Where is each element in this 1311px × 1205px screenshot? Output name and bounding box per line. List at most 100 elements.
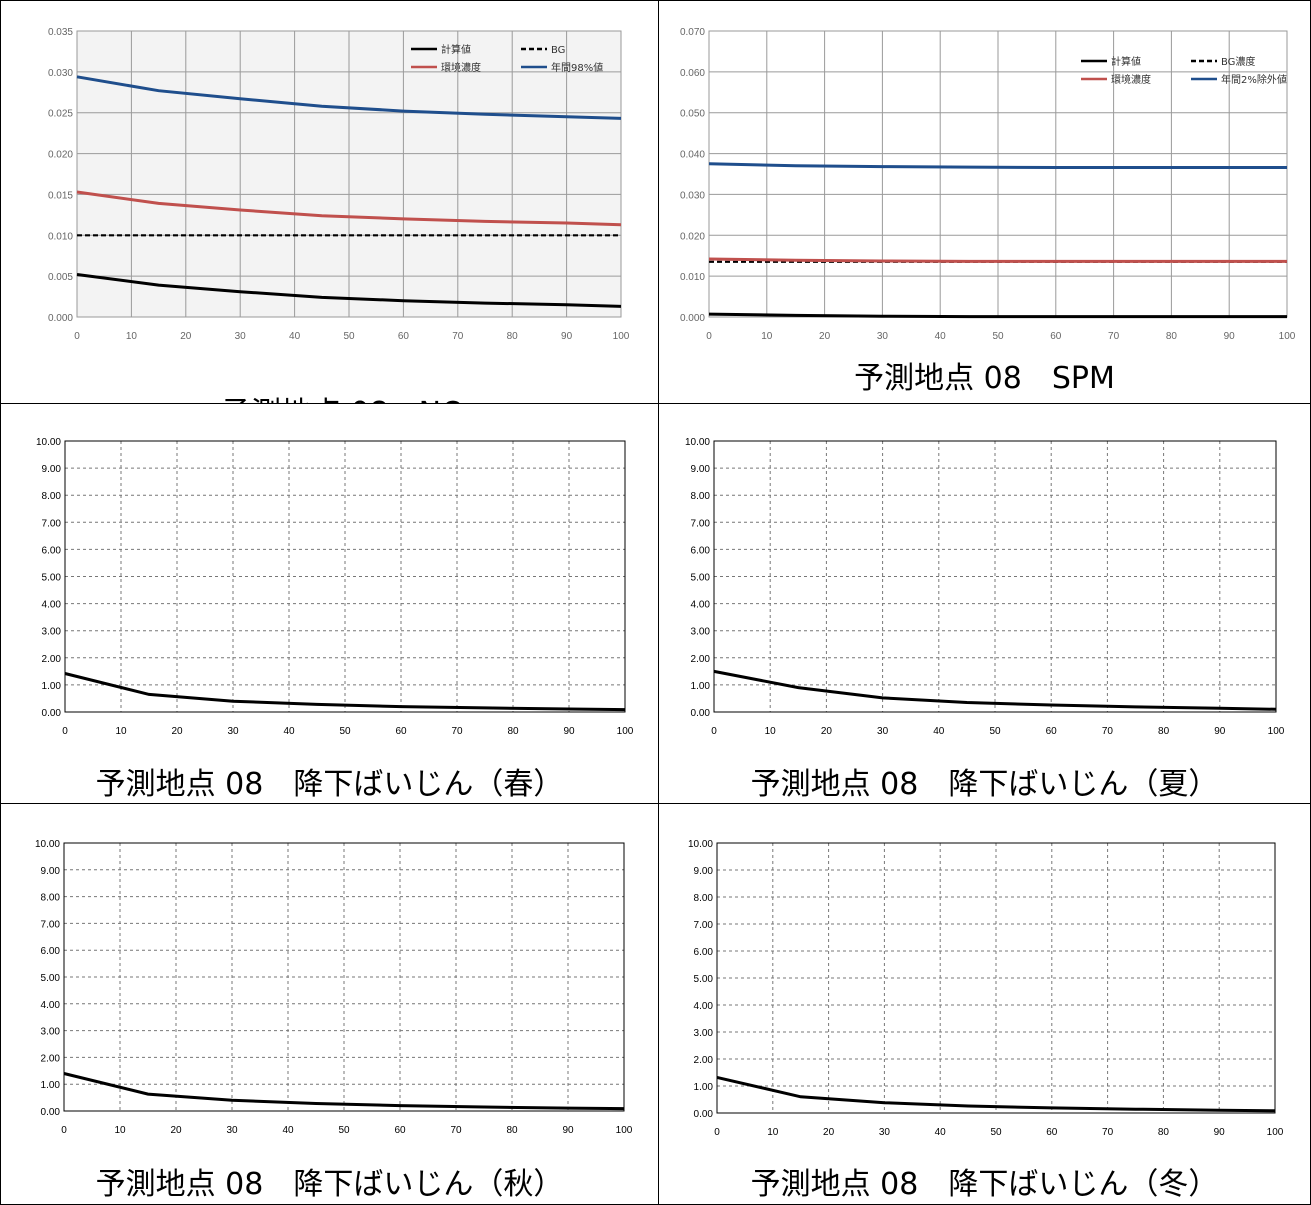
y-tick-label: 5.00 (694, 974, 714, 985)
x-tick-label: 50 (339, 726, 351, 737)
y-tick-label: 0.020 (680, 231, 705, 242)
y-tick-label: 4.00 (694, 1001, 714, 1012)
series-line (708, 312, 1287, 319)
y-tick-label: 0.070 (680, 27, 705, 38)
x-tick-label: 10 (765, 726, 777, 737)
x-tick-label: 40 (935, 331, 947, 342)
y-tick-label: 0.000 (48, 313, 73, 324)
y-tick-label: 7.00 (694, 920, 714, 931)
series-line (63, 1072, 625, 1111)
y-tick-label: 0.030 (48, 68, 73, 79)
x-tick-label: 20 (821, 726, 833, 737)
y-tick-label: 4.00 (42, 600, 62, 611)
legend-label: 環境濃度 (1111, 73, 1151, 86)
series-line (64, 672, 626, 712)
x-tick-label: 30 (227, 726, 239, 737)
x-tick-label: 90 (563, 726, 575, 737)
y-tick-label: 0.015 (48, 190, 73, 201)
x-tick-label: 40 (935, 1127, 947, 1138)
dust-spring-chart: 0.00 1.00 2.00 3.00 4.00 5.00 6.00 7.00 8.00 9.00… (36, 437, 634, 737)
y-tick-label: 0.025 (48, 109, 73, 120)
spm-chart: 0.000 0.010 0.020 0.030 0.040 0.050 0.060 0.070… (680, 27, 1296, 342)
x-tick-label: 30 (879, 1127, 891, 1138)
y-tick-label: 8.00 (42, 491, 62, 502)
y-tick-label: 1.00 (41, 1080, 61, 1091)
y-tick-label: 9.00 (691, 464, 711, 475)
y-tick-label: 0.040 (680, 150, 705, 161)
y-tick-label: 7.00 (41, 919, 61, 930)
x-tick-label: 60 (394, 1125, 406, 1136)
chart-panel-dust-winter: 0.00 1.00 2.00 3.00 4.00 5.00 6.00 7.00 8.00 9.00… (658, 803, 1311, 1205)
x-tick-label: 90 (1214, 1127, 1226, 1138)
series-line (76, 190, 622, 227)
x-tick-label: 80 (507, 331, 519, 342)
y-tick-label: 1.00 (694, 1082, 714, 1093)
y-tick-label: 10.00 (688, 839, 713, 850)
x-tick-label: 10 (761, 331, 773, 342)
y-tick-label: 10.00 (685, 437, 710, 448)
y-tick-label: 4.00 (41, 1000, 61, 1011)
x-tick-label: 50 (992, 331, 1004, 342)
y-tick-label: 3.00 (694, 1028, 714, 1039)
x-tick-label: 80 (1166, 331, 1178, 342)
x-tick-label: 50 (990, 1127, 1002, 1138)
x-tick-label: 20 (823, 1127, 835, 1138)
x-tick-label: 20 (180, 331, 192, 342)
chart-caption: 予測地点 08 NO2 (1, 353, 658, 403)
x-tick-label: 100 (617, 726, 634, 737)
legend-label: 計算値 (441, 43, 471, 56)
x-tick-label: 90 (561, 331, 573, 342)
x-tick-label: 40 (289, 331, 301, 342)
x-tick-label: 0 (74, 331, 80, 342)
chart-panel-dust-autumn: 0.00 1.00 2.00 3.00 4.00 5.00 6.00 7.00 8.00 9.00… (0, 803, 659, 1205)
y-tick-label: 7.00 (691, 518, 711, 529)
x-tick-label: 90 (1214, 726, 1226, 737)
chart-caption: 予測地点 08 SPM (854, 361, 1115, 396)
x-tick-label: 40 (933, 726, 945, 737)
x-tick-label: 80 (1158, 1127, 1170, 1138)
y-tick-label: 3.00 (41, 1027, 61, 1038)
x-tick-label: 50 (989, 726, 1001, 737)
x-tick-label: 20 (171, 726, 183, 737)
x-tick-label: 100 (613, 331, 630, 342)
x-tick-label: 100 (1279, 331, 1296, 342)
y-tick-label: 0.000 (680, 313, 705, 324)
y-tick-label: 4.00 (691, 600, 711, 611)
y-tick-label: 2.00 (691, 654, 711, 665)
x-tick-label: 70 (450, 1125, 462, 1136)
x-tick-label: 0 (61, 1125, 67, 1136)
x-tick-label: 30 (226, 1125, 238, 1136)
x-tick-label: 100 (1267, 1127, 1284, 1138)
x-tick-label: 30 (877, 331, 889, 342)
plot-frame (713, 440, 1277, 713)
chart-panel-dust-spring: 0.00 1.00 2.00 3.00 4.00 5.00 6.00 7.00 8.00 9.00… (0, 403, 659, 804)
y-tick-label: 5.00 (41, 973, 61, 984)
x-tick-label: 50 (343, 331, 355, 342)
y-tick-label: 2.00 (41, 1053, 61, 1064)
series-line (716, 1075, 1276, 1113)
y-tick-label: 8.00 (691, 491, 711, 502)
series-line (76, 75, 622, 120)
y-tick-label: 1.00 (691, 681, 711, 692)
x-tick-label: 60 (1046, 1127, 1058, 1138)
plot-frame (716, 842, 1276, 1114)
x-tick-label: 0 (706, 331, 712, 342)
x-tick-label: 80 (506, 1125, 518, 1136)
y-tick-label: 0.00 (694, 1109, 714, 1120)
x-tick-label: 90 (562, 1125, 574, 1136)
x-tick-label: 0 (62, 726, 68, 737)
x-tick-label: 50 (338, 1125, 350, 1136)
dust-winter-chart: 0.00 1.00 2.00 3.00 4.00 5.00 6.00 7.00 8.00 9.00… (688, 839, 1284, 1138)
y-tick-label: 0.035 (48, 27, 73, 38)
legend-label: 年間98%値 (551, 61, 603, 74)
y-tick-label: 2.00 (694, 1055, 714, 1066)
dust-autumn-chart: 0.00 1.00 2.00 3.00 4.00 5.00 6.00 7.00 8.00 9.00… (35, 839, 633, 1136)
caption-text: 予測地点 08 NO (221, 396, 465, 403)
x-tick-label: 100 (616, 1125, 633, 1136)
y-tick-label: 2.00 (42, 654, 62, 665)
y-tick-label: 0.010 (48, 231, 73, 242)
y-tick-label: 7.00 (42, 518, 62, 529)
chart-panel-spm: 0.000 0.010 0.020 0.030 0.040 0.050 0.060 0.070… (658, 0, 1311, 404)
y-tick-label: 0.010 (680, 272, 705, 283)
chart-panel-no2: 0.000 0.005 0.010 0.015 0.020 0.025 0.030 0.035… (0, 0, 659, 404)
